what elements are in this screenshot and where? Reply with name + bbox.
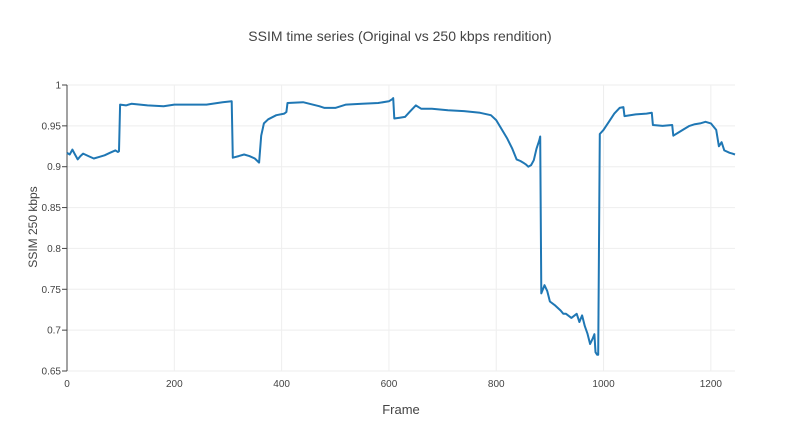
y-tick-label: 0.65: [42, 367, 62, 378]
x-tick-label: 800: [488, 379, 505, 390]
y-axis-label: SSIM 250 kbps: [26, 186, 40, 268]
y-tick-label: 0.8: [47, 244, 61, 255]
y-tick-label: 0.85: [42, 203, 62, 214]
x-tick-label: 1000: [592, 379, 615, 390]
grid-layer: [66, 84, 735, 372]
y-tick-label: 0.9: [47, 162, 61, 173]
chart-title: SSIM time series (Original vs 250 kbps r…: [248, 28, 552, 44]
series-layer[interactable]: [66, 97, 736, 356]
y-tick-label: 1: [55, 81, 61, 92]
x-tick-label: 1200: [700, 379, 723, 390]
y-tick-label: 0.95: [42, 121, 62, 132]
x-tick-label: 200: [166, 379, 183, 390]
y-tick-label: 0.75: [42, 285, 62, 296]
x-tick-label: 600: [381, 379, 398, 390]
x-tick-label: 400: [273, 379, 290, 390]
x-axis-label: Frame: [382, 402, 420, 417]
axis-layer: 0.65 0.7 0.75 0.8 0.85 0.9 0.95 1 0 200 400 600 800 1…: [42, 81, 723, 391]
x-tick-label: 0: [64, 379, 70, 390]
series-line[interactable]: [66, 97, 736, 356]
y-tick-label: 0.7: [47, 326, 61, 337]
